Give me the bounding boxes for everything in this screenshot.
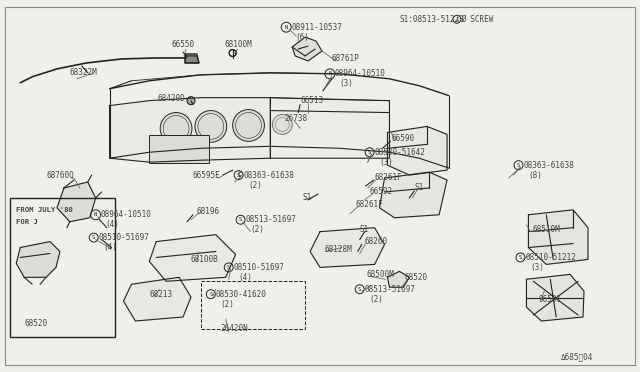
Text: (2): (2) xyxy=(248,180,262,189)
Text: 68196: 68196 xyxy=(197,207,220,216)
Polygon shape xyxy=(149,235,236,281)
Polygon shape xyxy=(380,172,447,218)
Text: (4): (4) xyxy=(106,220,120,229)
Text: 66590: 66590 xyxy=(392,134,415,143)
Text: FROM JULY '80: FROM JULY '80 xyxy=(16,207,73,213)
Polygon shape xyxy=(527,274,584,321)
Text: S1: S1 xyxy=(360,225,369,234)
Bar xyxy=(149,135,209,163)
Text: 68520: 68520 xyxy=(24,320,47,328)
Text: N: N xyxy=(328,71,332,76)
Text: 08530-41620: 08530-41620 xyxy=(216,290,267,299)
Text: 68213: 68213 xyxy=(149,290,172,299)
Text: (3): (3) xyxy=(340,79,354,88)
Bar xyxy=(10,198,115,337)
Text: Δ685⁂04: Δ685⁂04 xyxy=(561,352,593,361)
Text: 08964-10510: 08964-10510 xyxy=(335,69,386,78)
Polygon shape xyxy=(310,228,385,267)
Text: FOR J: FOR J xyxy=(16,219,38,225)
Circle shape xyxy=(273,115,292,134)
Text: 08530-51642: 08530-51642 xyxy=(374,148,426,157)
Text: 68100B: 68100B xyxy=(191,255,219,264)
Text: 08510-51697: 08510-51697 xyxy=(234,263,285,272)
Polygon shape xyxy=(185,56,199,63)
Text: (4): (4) xyxy=(239,273,253,282)
Text: 08964-10510: 08964-10510 xyxy=(100,210,152,219)
Text: S1:08513-51223: S1:08513-51223 xyxy=(399,15,464,24)
Text: S: S xyxy=(239,217,242,222)
Text: ©: © xyxy=(237,171,243,180)
Text: 66592: 66592 xyxy=(370,187,393,196)
Text: (3): (3) xyxy=(531,263,544,272)
Text: 08510-51697: 08510-51697 xyxy=(99,233,150,242)
Text: Ø SCREW: Ø SCREW xyxy=(461,15,493,24)
Text: 66513: 66513 xyxy=(300,96,323,105)
Text: 68100M: 68100M xyxy=(225,39,252,49)
Polygon shape xyxy=(292,37,322,61)
Text: N: N xyxy=(285,25,288,30)
Text: (4): (4) xyxy=(104,243,118,252)
Text: (6): (6) xyxy=(295,33,309,42)
Polygon shape xyxy=(124,277,191,321)
Text: 26420N: 26420N xyxy=(221,324,248,333)
Text: (8): (8) xyxy=(529,171,542,180)
Text: S: S xyxy=(358,287,362,292)
Text: 68261F: 68261F xyxy=(356,201,383,209)
Text: S1: S1 xyxy=(302,193,312,202)
Polygon shape xyxy=(109,98,270,162)
Polygon shape xyxy=(16,241,60,277)
Text: 66595E: 66595E xyxy=(193,171,221,180)
Text: S1: S1 xyxy=(414,183,424,192)
Text: 68761P: 68761P xyxy=(332,54,360,64)
Text: 68322M: 68322M xyxy=(70,68,98,77)
Text: (2): (2) xyxy=(221,299,235,309)
Text: 68760Q: 68760Q xyxy=(46,171,74,180)
Polygon shape xyxy=(529,210,588,264)
Circle shape xyxy=(233,110,264,141)
Text: 08911-10537: 08911-10537 xyxy=(291,23,342,32)
Text: 08363-61638: 08363-61638 xyxy=(524,161,574,170)
Text: (2): (2) xyxy=(370,295,383,304)
Circle shape xyxy=(160,113,192,144)
Polygon shape xyxy=(185,54,199,63)
Text: S: S xyxy=(209,292,212,297)
Text: 08510-51212: 08510-51212 xyxy=(525,253,577,262)
Circle shape xyxy=(195,110,227,142)
Text: 68420D: 68420D xyxy=(157,94,185,103)
Text: 08513-51697: 08513-51697 xyxy=(365,285,415,294)
Text: (3): (3) xyxy=(380,158,394,167)
Text: S: S xyxy=(92,235,95,240)
Text: 68128M: 68128M xyxy=(325,245,353,254)
Text: 68261F: 68261F xyxy=(374,173,403,182)
Text: 08513-51697: 08513-51697 xyxy=(246,215,296,224)
Text: 68260: 68260 xyxy=(365,237,388,246)
Polygon shape xyxy=(57,182,96,222)
Text: S: S xyxy=(517,163,520,168)
Polygon shape xyxy=(387,126,447,175)
Text: N: N xyxy=(94,212,97,217)
Polygon shape xyxy=(270,98,390,158)
Polygon shape xyxy=(387,271,410,287)
Text: 08363-61638: 08363-61638 xyxy=(244,171,294,180)
Text: 68510M: 68510M xyxy=(532,225,560,234)
Bar xyxy=(201,281,305,329)
Text: S: S xyxy=(237,173,240,177)
Text: S: S xyxy=(519,255,522,260)
Text: 66550: 66550 xyxy=(171,39,195,49)
Text: S: S xyxy=(227,265,230,270)
Text: (2): (2) xyxy=(250,225,264,234)
Text: 1: 1 xyxy=(455,17,459,22)
Text: S: S xyxy=(368,150,371,155)
Text: 96501: 96501 xyxy=(538,295,561,304)
Text: 68520: 68520 xyxy=(404,273,428,282)
Text: 26738: 26738 xyxy=(284,114,307,123)
Circle shape xyxy=(187,97,195,105)
Text: 68500M: 68500M xyxy=(367,270,394,279)
